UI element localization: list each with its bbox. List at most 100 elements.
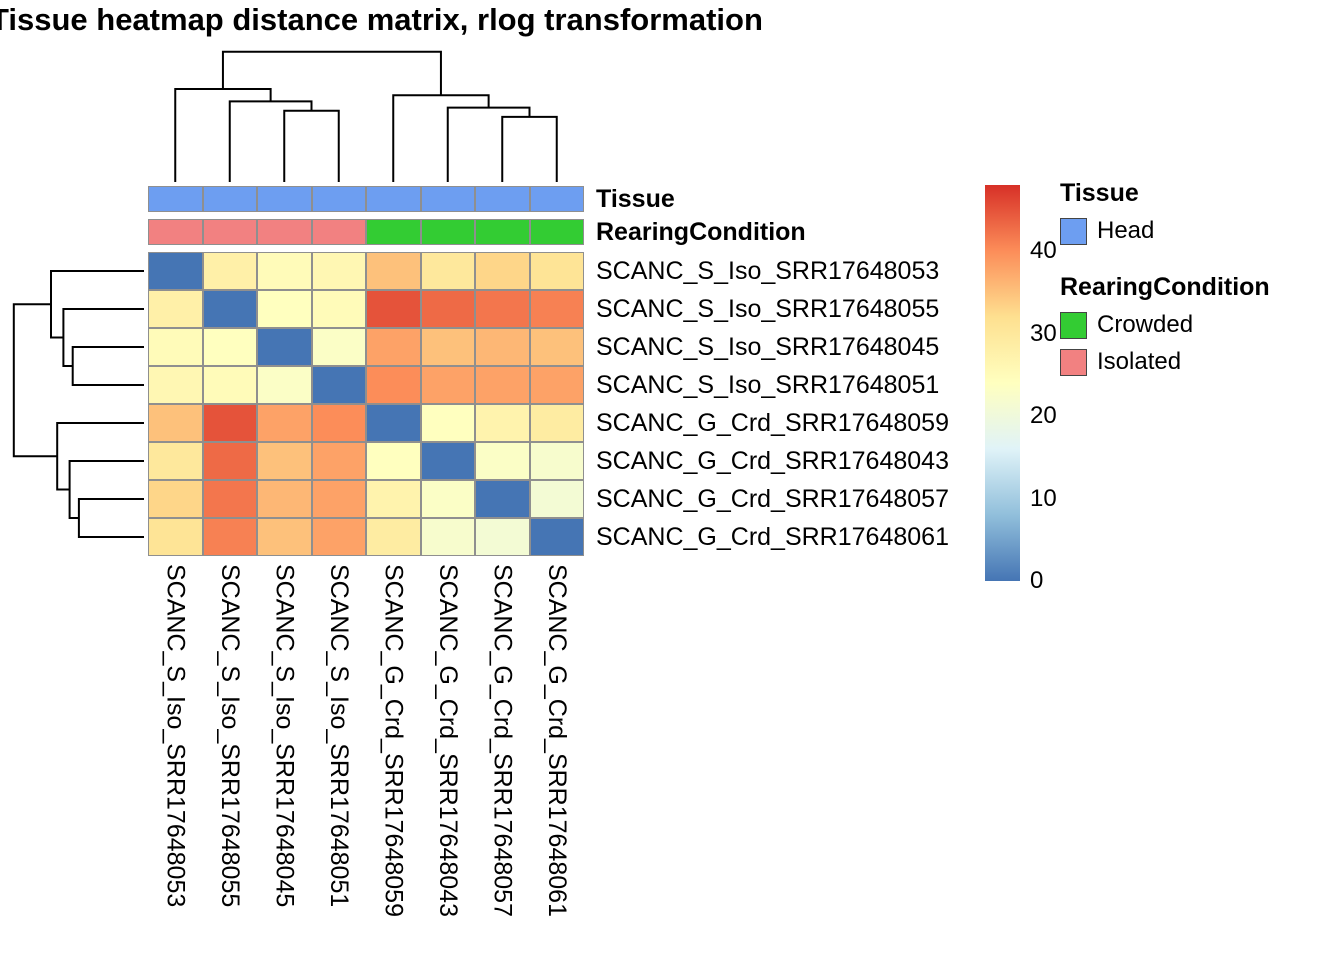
colorbar-tick: 10 bbox=[1030, 484, 1057, 512]
heatmap-cell bbox=[529, 404, 584, 442]
annotation-cell-head bbox=[420, 186, 475, 212]
legend-swatch bbox=[1060, 311, 1087, 339]
heatmap-cell bbox=[366, 404, 421, 442]
colorbar-tick: 0 bbox=[1030, 567, 1044, 594]
heatmap-cell bbox=[366, 480, 421, 518]
heatmap-cell bbox=[311, 442, 366, 480]
rearing-annotation-label: RearingCondition bbox=[596, 218, 806, 246]
heatmap-cell bbox=[257, 442, 312, 480]
heatmap-cell bbox=[148, 518, 203, 556]
heatmap-cell bbox=[366, 252, 421, 290]
rearing-legend-title: RearingCondition bbox=[1060, 273, 1270, 301]
tissue-annotation-bar bbox=[148, 186, 585, 212]
heatmap-cell bbox=[202, 480, 257, 518]
heatmap-cell bbox=[420, 290, 475, 328]
heatmap-cell bbox=[529, 366, 584, 404]
heatmap-cell bbox=[148, 404, 203, 442]
heatmap-cell bbox=[475, 328, 530, 366]
legend-item-crowded: Crowded bbox=[1060, 311, 1270, 339]
tissue-legend-title: Tissue bbox=[1060, 179, 1139, 207]
heatmap-cell bbox=[420, 480, 475, 518]
heatmap-cell bbox=[420, 328, 475, 366]
heatmap-cell bbox=[202, 290, 257, 328]
heatmap-cell bbox=[311, 404, 366, 442]
annotation-cell-crowded bbox=[366, 219, 421, 245]
row-label: SCANC_G_Crd_SRR17648059 bbox=[596, 409, 949, 437]
legend-label: Isolated bbox=[1097, 348, 1182, 375]
legend-label: Head bbox=[1097, 217, 1155, 244]
column-label: SCANC_S_Iso_SRR17648045 bbox=[270, 564, 299, 908]
annotation-cell-head bbox=[529, 186, 584, 212]
legend-swatch bbox=[1060, 217, 1087, 245]
column-dendrogram bbox=[174, 50, 558, 182]
heatmap-cell bbox=[311, 290, 366, 328]
heatmap-cell bbox=[148, 328, 203, 366]
colorbar-tick: 40 bbox=[1030, 237, 1057, 264]
row-label: SCANC_S_Iso_SRR17648045 bbox=[596, 333, 940, 361]
heatmap-cell bbox=[148, 442, 203, 480]
heatmap-cell bbox=[475, 290, 530, 328]
row-label: SCANC_G_Crd_SRR17648061 bbox=[596, 523, 949, 551]
heatmap-cell bbox=[420, 366, 475, 404]
heatmap-cell bbox=[529, 518, 584, 556]
annotation-cell-crowded bbox=[475, 219, 530, 245]
annotation-cell-crowded bbox=[420, 219, 475, 245]
legend-swatch bbox=[1060, 348, 1087, 376]
column-label: SCANC_S_Iso_SRR17648051 bbox=[324, 564, 353, 908]
heatmap-cell bbox=[257, 480, 312, 518]
annotation-cell-isolated bbox=[202, 219, 257, 245]
heatmap-cell bbox=[148, 252, 203, 290]
row-label: SCANC_S_Iso_SRR17648055 bbox=[596, 295, 940, 323]
heatmap-cell bbox=[420, 518, 475, 556]
annotation-cell-head bbox=[475, 186, 530, 212]
heatmap-cell bbox=[366, 518, 421, 556]
heatmap-cell bbox=[148, 290, 203, 328]
row-dendrogram bbox=[12, 270, 144, 538]
heatmap-cell bbox=[529, 480, 584, 518]
heatmap-cell bbox=[529, 328, 584, 366]
legend-item-isolated: Isolated bbox=[1060, 348, 1270, 376]
heatmap-cell bbox=[202, 366, 257, 404]
heatmap-cell bbox=[202, 442, 257, 480]
tissue-legend: Tissue Head bbox=[1060, 178, 1154, 245]
heatmap-cell bbox=[257, 252, 312, 290]
column-label: SCANC_G_Crd_SRR17648043 bbox=[433, 564, 462, 917]
colorbar bbox=[985, 185, 1020, 581]
heatmap-cell bbox=[475, 404, 530, 442]
rearing-legend: RearingCondition Crowded Isolated bbox=[1060, 272, 1270, 376]
annotation-cell-isolated bbox=[311, 219, 366, 245]
heatmap-cell bbox=[420, 404, 475, 442]
heatmap-cell bbox=[420, 442, 475, 480]
column-label: SCANC_G_Crd_SRR17648061 bbox=[542, 564, 571, 917]
tissue-annotation-label: Tissue bbox=[596, 185, 675, 213]
heatmap-cell bbox=[148, 366, 203, 404]
heatmap-cell bbox=[257, 404, 312, 442]
heatmap-cell bbox=[529, 290, 584, 328]
row-label: SCANC_G_Crd_SRR17648043 bbox=[596, 447, 949, 475]
heatmap-cell bbox=[311, 328, 366, 366]
annotation-cell-isolated bbox=[257, 219, 312, 245]
tissue-legend-items: Head bbox=[1060, 217, 1154, 245]
heatmap-grid bbox=[148, 252, 585, 557]
heatmap-cell bbox=[529, 252, 584, 290]
heatmap-cell bbox=[529, 442, 584, 480]
heatmap-cell bbox=[257, 328, 312, 366]
annotation-cell-head bbox=[202, 186, 257, 212]
heatmap-cell bbox=[366, 328, 421, 366]
heatmap-cell bbox=[311, 252, 366, 290]
heatmap-cell bbox=[475, 366, 530, 404]
heatmap-cell bbox=[202, 252, 257, 290]
heatmap-cell bbox=[366, 290, 421, 328]
annotation-cell-head bbox=[257, 186, 312, 212]
row-label: SCANC_S_Iso_SRR17648053 bbox=[596, 257, 940, 285]
figure-title: Tissue heatmap distance matrix, rlog tra… bbox=[0, 2, 763, 37]
heatmap-cell bbox=[475, 480, 530, 518]
heatmap-cell bbox=[148, 480, 203, 518]
heatmap-cell bbox=[202, 328, 257, 366]
heatmap-cell bbox=[475, 252, 530, 290]
annotation-cell-head bbox=[311, 186, 366, 212]
heatmap-cell bbox=[257, 290, 312, 328]
heatmap-cell bbox=[202, 518, 257, 556]
heatmap-cell bbox=[366, 442, 421, 480]
